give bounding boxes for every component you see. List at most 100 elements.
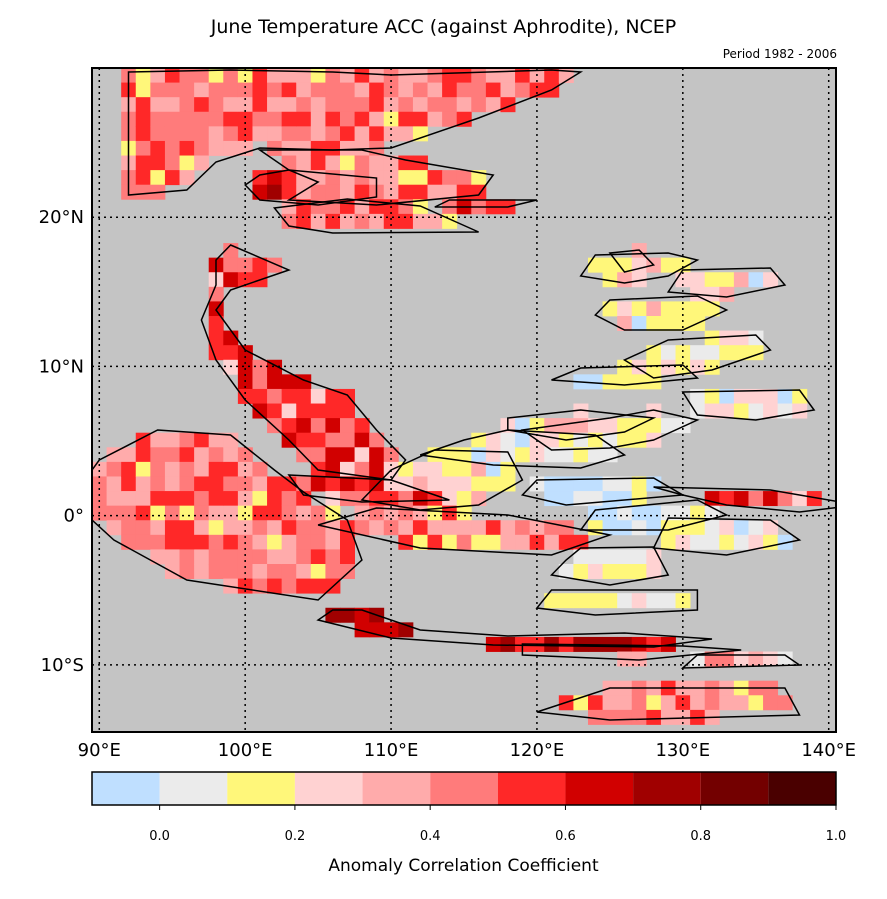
acc-cell (427, 97, 443, 113)
acc-cell (281, 505, 297, 521)
acc-cell (150, 491, 166, 507)
acc-cell (704, 286, 720, 302)
acc-cell (748, 403, 764, 419)
acc-cell (427, 520, 443, 536)
acc-cell (281, 170, 297, 186)
acc-cell (500, 461, 516, 477)
acc-cell (179, 549, 195, 565)
acc-cell (471, 520, 487, 536)
acc-cell (281, 155, 297, 171)
acc-cell (573, 564, 589, 579)
coastline-segment (521, 643, 742, 661)
acc-cell (398, 184, 414, 200)
acc-cell (748, 651, 764, 667)
acc-cell (208, 447, 224, 463)
coastline-segment (551, 364, 700, 386)
acc-cell (296, 549, 312, 565)
acc-cell (690, 345, 706, 361)
acc-cell (485, 476, 501, 492)
acc-cell (310, 155, 326, 171)
acc-cell (544, 593, 560, 609)
acc-cell (777, 491, 793, 507)
acc-cell (164, 447, 180, 463)
acc-cell (296, 126, 312, 142)
acc-cell (135, 505, 151, 521)
acc-cell (354, 491, 370, 507)
acc-cell (398, 111, 414, 127)
acc-cell (588, 709, 603, 725)
acc-cell (164, 140, 180, 156)
acc-cell (471, 534, 487, 550)
acc-cell (325, 607, 341, 623)
acc-cell (354, 432, 370, 448)
acc-cell (369, 68, 385, 83)
acc-cell (456, 534, 472, 550)
acc-cell (719, 286, 735, 302)
acc-cell (135, 155, 151, 171)
acc-cell (354, 418, 370, 434)
acc-cell (135, 534, 151, 550)
acc-cell (296, 578, 312, 594)
acc-cell (792, 403, 808, 419)
coastline-segment (652, 517, 802, 556)
acc-cell (281, 68, 297, 83)
acc-cell (529, 447, 545, 463)
acc-cell (588, 593, 603, 609)
acc-cell (558, 418, 574, 434)
acc-cell (135, 97, 151, 113)
acc-cell (310, 418, 326, 434)
acc-cell (340, 213, 355, 229)
acc-cell (310, 184, 326, 200)
acc-cell (442, 82, 458, 98)
acc-cell (237, 549, 253, 565)
acc-cell (617, 491, 633, 507)
acc-cell (515, 432, 531, 448)
acc-cell (398, 520, 414, 536)
acc-cell (806, 491, 822, 507)
acc-cell (252, 184, 268, 200)
acc-cell (135, 184, 151, 200)
acc-cell (442, 68, 458, 83)
acc-cell (675, 345, 691, 361)
acc-cell (690, 505, 706, 521)
acc-cell (194, 126, 210, 142)
acc-cell (588, 257, 603, 273)
acc-cell (340, 68, 355, 83)
acc-cell (675, 520, 691, 536)
acc-cell (150, 520, 166, 536)
acc-cell (325, 97, 341, 113)
acc-cell (267, 97, 283, 113)
acc-cell (267, 111, 283, 127)
acc-cell (354, 126, 370, 142)
acc-cell (267, 184, 283, 200)
acc-cell (194, 432, 210, 448)
acc-cell (369, 432, 385, 448)
acc-cell (719, 330, 735, 346)
acc-cell (456, 491, 472, 507)
acc-cell (398, 476, 414, 492)
acc-cell (223, 345, 239, 361)
acc-cell (135, 82, 151, 98)
acc-cell (660, 695, 676, 711)
acc-cell (135, 140, 151, 156)
colorbar-frame (91, 771, 837, 806)
acc-cell (325, 534, 341, 550)
acc-cell (296, 534, 312, 550)
acc-cell (704, 491, 720, 507)
acc-cell (617, 564, 633, 579)
acc-cell (281, 564, 297, 579)
acc-cell (150, 549, 166, 565)
acc-cell (675, 593, 691, 609)
acc-cell (194, 476, 210, 492)
acc-cell (194, 491, 210, 507)
acc-cell (719, 520, 735, 536)
acc-cell (150, 505, 166, 521)
acc-cell (340, 476, 355, 492)
acc-cell (646, 359, 662, 375)
coastline-segment (257, 149, 495, 206)
acc-cell (237, 257, 253, 273)
acc-cell (179, 170, 195, 186)
acc-cell (194, 155, 210, 171)
acc-cell (106, 461, 122, 477)
acc-cell (164, 505, 180, 521)
